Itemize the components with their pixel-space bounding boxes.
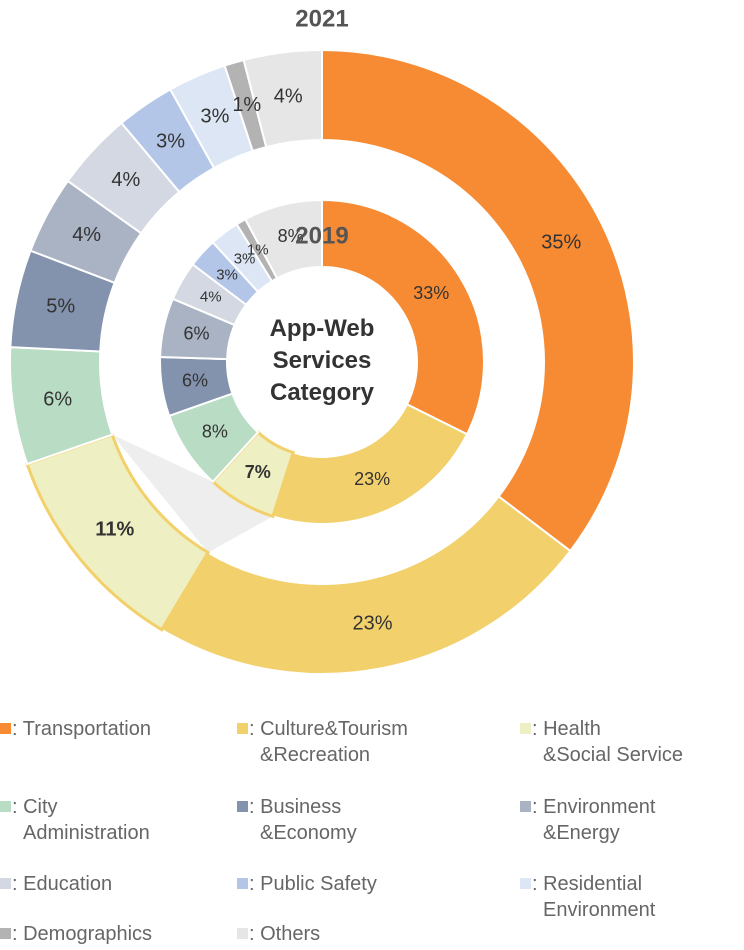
legend-label: : Culture&Tourism &Recreation xyxy=(249,718,408,766)
slice-label: 6% xyxy=(183,323,209,343)
slice xyxy=(242,48,323,149)
legend-label: : Education xyxy=(12,873,113,895)
legend-item: : Others xyxy=(237,921,320,947)
legend-swatch xyxy=(520,723,531,734)
legend-swatch xyxy=(0,878,11,889)
slice xyxy=(321,198,485,436)
ring-title: 2019 xyxy=(295,222,348,249)
slice-label: 33% xyxy=(413,283,449,303)
legend-swatch xyxy=(520,878,531,889)
chart-title: App-Web Services Category xyxy=(270,315,375,406)
slice-label: 1% xyxy=(232,94,261,116)
slice-label: 4% xyxy=(274,85,303,107)
slice-label: 11% xyxy=(95,519,134,541)
legend-item: : Health &Social Service xyxy=(520,716,683,768)
legend-item: : Environment &Energy xyxy=(520,794,655,846)
legend-swatch xyxy=(0,723,11,734)
slice-label: 5% xyxy=(46,296,75,318)
ring-title: 2021 xyxy=(295,5,348,32)
slice-label: 4% xyxy=(72,224,101,246)
legend-swatch xyxy=(237,878,248,889)
slice-label: 3% xyxy=(156,130,185,152)
legend-swatch xyxy=(0,928,11,939)
slice-label: 1% xyxy=(247,242,269,259)
slice-label: 23% xyxy=(354,469,390,489)
slice-label: 35% xyxy=(541,232,581,254)
legend-label: : Residential Environment xyxy=(532,873,656,921)
legend-swatch xyxy=(520,801,531,812)
legend-item: : Public Safety xyxy=(237,871,377,897)
slice xyxy=(271,403,469,525)
slice-label: 23% xyxy=(353,612,393,634)
legend-label: : City Administration xyxy=(12,796,150,844)
legend-item: : Culture&Tourism &Recreation xyxy=(237,716,408,768)
legend-label: : Public Safety xyxy=(249,873,377,895)
slice-label: 6% xyxy=(43,388,72,410)
slice xyxy=(244,198,323,280)
legend-swatch xyxy=(237,723,248,734)
legend-item: : Residential Environment xyxy=(520,871,655,923)
legend-item: : Transportation xyxy=(0,716,151,742)
legend-label: : Others xyxy=(249,923,321,945)
chart: 35%23%11%6%5%4%4%3%3%1% 4%202133%23%7%8%6… xyxy=(9,5,635,675)
legend-item: : Demographics xyxy=(0,921,152,947)
slice-label: 8% xyxy=(278,226,304,246)
legend-item: : Education xyxy=(0,871,112,897)
slice-label: 7% xyxy=(245,462,271,482)
slice-label: 3% xyxy=(216,266,238,283)
legend-label: : Health &Social Service xyxy=(532,718,684,766)
legend-label: : Demographics xyxy=(12,923,153,945)
legend-swatch xyxy=(237,801,248,812)
legend-swatch xyxy=(0,801,11,812)
legend-label: : Transportation xyxy=(12,718,151,740)
legend-label: : Environment &Energy xyxy=(532,796,656,844)
legend-swatch xyxy=(237,928,248,939)
legend-item: : Business &Economy xyxy=(237,794,357,846)
slice-label: 4% xyxy=(200,289,222,306)
slice-label: 6% xyxy=(182,370,208,390)
slice-label: 4% xyxy=(111,169,140,191)
legend-item: : City Administration xyxy=(0,794,150,846)
highlight-connector xyxy=(112,434,273,553)
legend-label: : Business &Economy xyxy=(249,796,357,844)
slice-label: 3% xyxy=(200,106,229,128)
slice xyxy=(321,48,635,553)
slice-label: 3% xyxy=(234,250,256,267)
slice-label: 8% xyxy=(202,422,228,442)
